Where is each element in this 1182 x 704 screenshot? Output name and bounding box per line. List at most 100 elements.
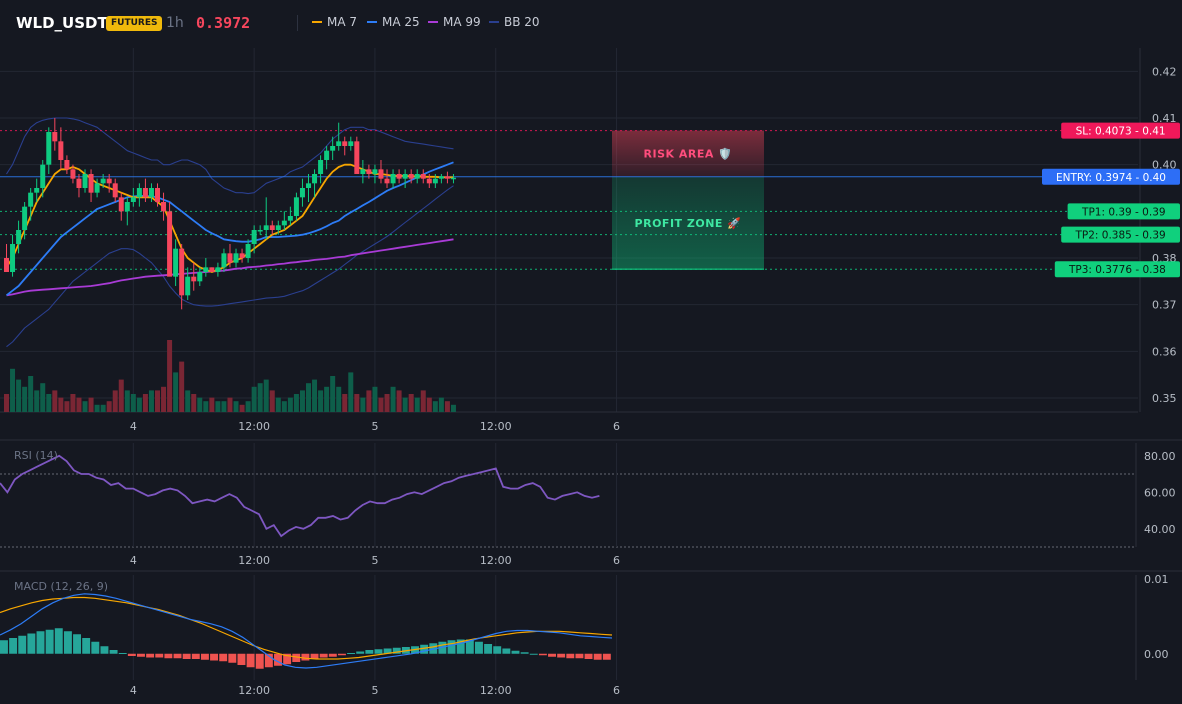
x-tick-label: 6 (613, 684, 620, 697)
macd-histogram-bar (493, 646, 502, 654)
candle-body (64, 160, 70, 170)
macd-line (0, 593, 613, 669)
macd-histogram-bar (137, 653, 145, 657)
macd-histogram-bar (191, 653, 200, 659)
symbol-label[interactable]: WLD_USDT (16, 14, 108, 32)
volume-bar (390, 386, 396, 412)
macd-histogram-bar (155, 653, 164, 658)
profit-zone-label: PROFIT ZONE 🚀 (635, 217, 742, 230)
x-tick-label: 6 (613, 554, 620, 567)
timeframe-selector[interactable]: 1h (166, 15, 184, 31)
volume-bar (251, 386, 257, 412)
volume-bar (275, 397, 281, 412)
y-tick-label: 0.40 (1152, 159, 1177, 172)
volume-bar (142, 394, 148, 412)
legend-ma7[interactable]: MA 7 (312, 15, 357, 29)
macd-histogram-bar (18, 635, 27, 654)
x-tick-label: 12:00 (480, 684, 512, 697)
volume-bar (372, 386, 378, 412)
candle-body (94, 183, 100, 193)
macd-histogram-bar (228, 653, 237, 663)
legend-ma25[interactable]: MA 25 (367, 15, 420, 29)
candle-body (269, 225, 275, 230)
y-tick-label: 0.37 (1152, 299, 1177, 312)
legend-ma99[interactable]: MA 99 (428, 15, 481, 29)
candle-body (70, 169, 76, 179)
candle-body (281, 220, 287, 226)
volume-bar (173, 372, 179, 412)
volume-bar (245, 401, 251, 412)
volume-bar (450, 404, 456, 412)
volume-bar (130, 394, 136, 412)
level-tag (1067, 203, 1180, 220)
volume-bar (438, 397, 444, 412)
volume-bar (336, 386, 342, 412)
legend-swatch (367, 21, 377, 23)
candle-body (118, 197, 124, 212)
macd-histogram-bar (182, 653, 191, 659)
macd-histogram-bar (520, 652, 529, 654)
volume-bar (76, 397, 82, 412)
macd-histogram-bar (429, 643, 438, 654)
macd-histogram-bar (45, 629, 54, 654)
y-tick-label: 0.41 (1152, 112, 1177, 125)
legend-bb20[interactable]: BB 20 (489, 15, 540, 29)
volume-bar (58, 397, 64, 412)
volume-bar (306, 383, 311, 412)
macd-histogram-bar (54, 628, 63, 654)
macd-histogram-bar (474, 641, 483, 654)
level-tag (1042, 168, 1180, 185)
candle-body (161, 202, 167, 212)
candle-body (167, 211, 173, 277)
candle-body (360, 169, 366, 174)
macd-histogram-bar (593, 653, 602, 660)
candle-body (414, 174, 420, 179)
y-tick-label: 0.35 (1152, 392, 1177, 405)
candle-body (4, 258, 9, 272)
macd-histogram-bar (584, 653, 593, 659)
volume-bar (366, 390, 372, 412)
x-tick-label: 12:00 (238, 684, 270, 697)
macd-histogram-bar (456, 639, 465, 654)
volume-bar (136, 397, 142, 412)
macd-histogram-bar (100, 646, 109, 654)
candle-body (173, 248, 179, 277)
candle-body (450, 177, 456, 180)
candle-body (426, 178, 432, 184)
macd-histogram-bar (283, 653, 292, 665)
x-tick-label: 5 (371, 420, 378, 433)
volume-bar (378, 397, 384, 412)
candle-body (275, 225, 281, 230)
volume-bar (191, 394, 197, 412)
candle-body (366, 169, 372, 174)
risk-area-label: RISK AREA 🛡️ (644, 148, 733, 161)
macd-histogram-bar (173, 653, 182, 659)
x-tick-label: 4 (130, 420, 137, 433)
candle-body (16, 230, 22, 244)
candle-body (245, 244, 251, 258)
volume-bar (233, 401, 239, 412)
candle-body (179, 248, 185, 296)
volume-bar (420, 390, 426, 412)
candle-body (420, 174, 426, 179)
candle-body (348, 141, 354, 146)
macd-histogram-bar (146, 653, 155, 658)
level-tag-label: SL: 0.4073 - 0.41 (1076, 126, 1166, 138)
macd-histogram-bar (484, 644, 493, 654)
macd-histogram-bar (602, 653, 611, 660)
volume-bar (426, 397, 432, 412)
candle-body (438, 176, 444, 179)
legend-label: BB 20 (504, 15, 540, 29)
volume-bar (432, 401, 438, 412)
volume-bar (185, 390, 191, 412)
macd-y-tick-label: 0.00 (1144, 648, 1169, 661)
candle-body (10, 244, 16, 272)
macd-histogram-bar (328, 653, 337, 657)
macd-histogram-bar (557, 653, 566, 658)
candle-body (372, 169, 378, 174)
candle-body (46, 132, 52, 165)
volume-bar (444, 401, 450, 412)
header-divider (297, 15, 298, 31)
macd-histogram-bar (420, 644, 429, 654)
